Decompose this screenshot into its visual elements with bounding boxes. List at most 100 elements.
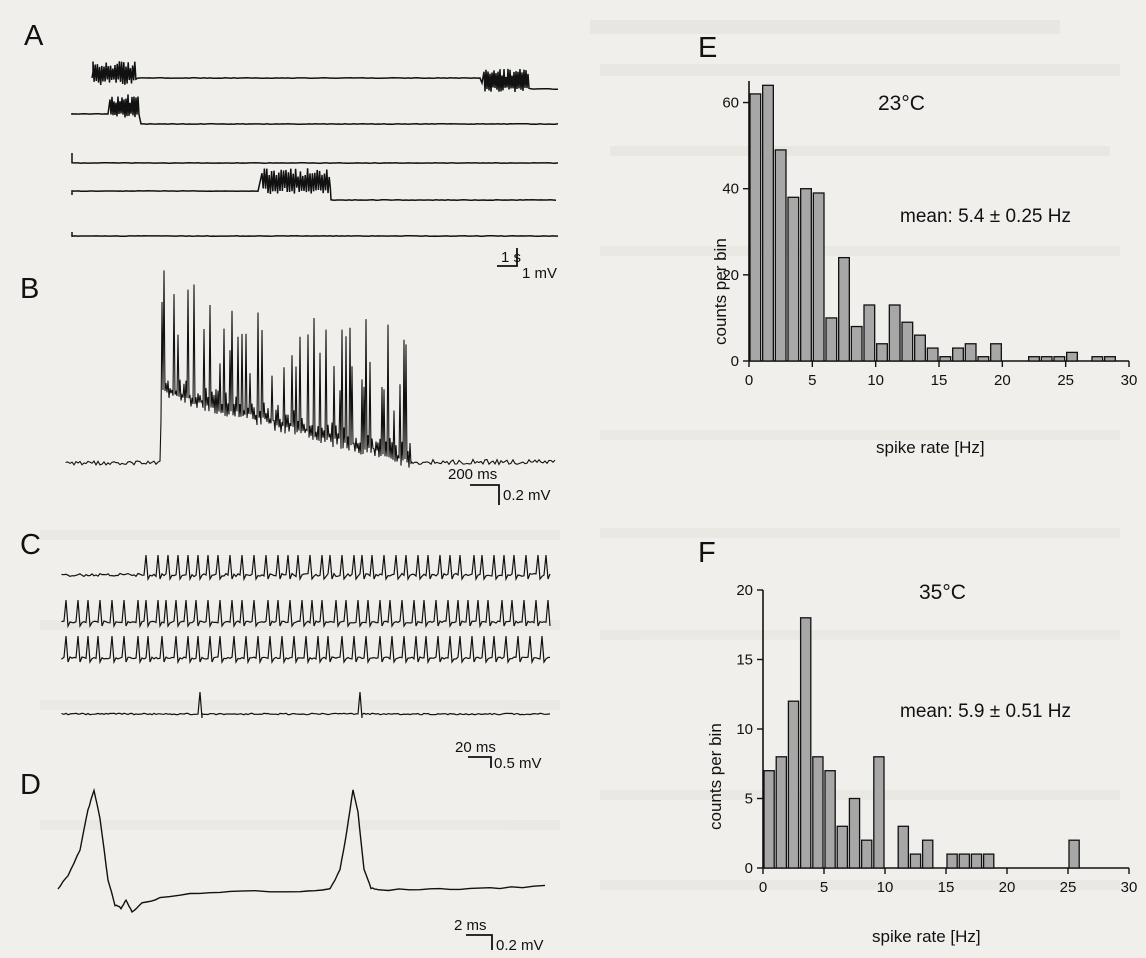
histogram-bar — [825, 317, 838, 362]
chart-f-temperature: 35°C — [919, 581, 966, 604]
chart-e-temperature: 23°C — [878, 92, 925, 115]
histogram-bar — [1104, 356, 1116, 362]
trace-c-row-1 — [61, 554, 551, 582]
y-tick-label: 0 — [731, 353, 739, 370]
histogram-bar — [774, 149, 787, 362]
y-tick-label: 20 — [736, 582, 753, 599]
y-tick-label: 5 — [745, 791, 753, 808]
scale-d-time: 2 ms — [454, 917, 487, 934]
histogram-bar — [921, 839, 934, 869]
histogram-bar — [799, 617, 812, 869]
histogram-bar — [848, 797, 861, 869]
background-bleed-texture — [40, 20, 1120, 890]
histogram-bar — [990, 343, 1002, 362]
trace-c-row-2 — [61, 599, 551, 629]
x-tick-label: 10 — [867, 372, 884, 389]
scale-a-volt: 1 mV — [522, 265, 557, 282]
histogram-bar — [812, 756, 824, 869]
scale-bar-c: 20 ms 0.5 mV — [455, 739, 542, 772]
x-tick-label: 10 — [877, 879, 894, 896]
x-tick-label: 5 — [808, 372, 816, 389]
histogram-bar — [888, 304, 901, 362]
trace-c-row-3 — [61, 635, 551, 665]
histogram-bar — [970, 853, 983, 869]
y-tick-label: 0 — [745, 860, 753, 877]
histogram-bar — [1068, 839, 1080, 869]
histogram-f: 35°C mean: 5.9 ± 0.51 Hz spike rate [Hz]… — [706, 581, 1137, 946]
scale-a-time: 1 s — [501, 249, 521, 266]
histogram-bar — [873, 756, 885, 869]
panel-label-d: D — [20, 769, 41, 801]
trace-a-row-4 — [71, 168, 557, 201]
panel-label-b: B — [20, 273, 39, 305]
x-tick-label: 20 — [999, 879, 1016, 896]
chart-e-mean: mean: 5.4 ± 0.25 Hz — [900, 206, 1071, 227]
histogram-bar — [982, 853, 995, 869]
histogram-bar — [926, 347, 939, 362]
histogram-bar — [749, 93, 762, 362]
x-tick-label: 15 — [938, 879, 955, 896]
y-tick-label: 60 — [722, 95, 739, 112]
histogram-bar — [909, 853, 922, 869]
chart-e-ylabel: counts per bin — [711, 238, 730, 345]
histogram-bar — [824, 770, 836, 869]
x-tick-label: 0 — [745, 372, 753, 389]
x-tick-label: 30 — [1121, 879, 1138, 896]
scale-bar-a: 1 s 1 mV — [497, 248, 557, 282]
scale-d-volt: 0.2 mV — [496, 937, 544, 954]
histogram-bar — [901, 321, 914, 362]
chart-f-mean: mean: 5.9 ± 0.51 Hz — [900, 701, 1071, 722]
x-tick-label: 30 — [1121, 372, 1138, 389]
histogram-bar — [836, 825, 849, 869]
trace-d — [57, 787, 546, 913]
histogram-bar — [1091, 356, 1104, 362]
chart-e-xlabel: spike rate [Hz] — [876, 438, 985, 457]
histogram-bar — [812, 192, 825, 362]
histogram-bar — [1066, 351, 1078, 362]
trace-a-row-1 — [91, 61, 558, 93]
histogram-bar — [914, 334, 926, 362]
histogram-bar — [863, 304, 876, 362]
trace-a-row-3 — [71, 153, 559, 164]
scale-bar-b: 200 ms 0.2 mV — [448, 466, 551, 505]
scale-b-time: 200 ms — [448, 466, 497, 483]
histogram-bar — [838, 256, 850, 362]
histogram-bar — [763, 770, 775, 869]
histogram-bar — [860, 839, 873, 869]
trace-c-row-4 — [61, 691, 551, 719]
histogram-e: 23°C mean: 5.4 ± 0.25 Hz spike rate [Hz]… — [711, 81, 1137, 457]
scale-bar-d: 2 ms 0.2 mV — [454, 917, 544, 954]
scale-c-volt: 0.5 mV — [494, 755, 542, 772]
histogram-bar — [787, 700, 800, 869]
panel-label-f: F — [698, 537, 716, 569]
panel-label-e: E — [698, 32, 717, 64]
x-tick-label: 20 — [994, 372, 1011, 389]
histogram-bar — [850, 325, 863, 362]
panel-a-traces — [71, 61, 559, 238]
histogram-bar — [787, 196, 800, 362]
trace-a-row-5 — [71, 232, 559, 238]
scale-b-volt: 0.2 mV — [503, 487, 551, 504]
histogram-bar — [958, 853, 971, 869]
histogram-bar — [1053, 356, 1066, 362]
histogram-bar — [977, 356, 990, 362]
chart-f-xlabel: spike rate [Hz] — [872, 927, 981, 946]
histogram-bar — [762, 84, 774, 362]
y-tick-label: 10 — [736, 721, 753, 738]
panel-label-a: A — [24, 20, 44, 52]
y-tick-label: 15 — [736, 652, 753, 669]
x-tick-label: 15 — [931, 372, 948, 389]
y-tick-label: 40 — [722, 181, 739, 198]
histogram-bar — [946, 853, 958, 869]
x-tick-label: 0 — [759, 879, 767, 896]
x-tick-label: 5 — [820, 879, 828, 896]
x-tick-label: 25 — [1057, 372, 1074, 389]
y-tick-label: 20 — [722, 267, 739, 284]
histogram-bar — [800, 188, 812, 362]
x-tick-label: 25 — [1060, 879, 1077, 896]
panel-label-c: C — [20, 529, 41, 561]
histogram-bar — [952, 347, 964, 362]
histogram-bar — [939, 356, 952, 362]
histogram-bar — [964, 343, 977, 362]
